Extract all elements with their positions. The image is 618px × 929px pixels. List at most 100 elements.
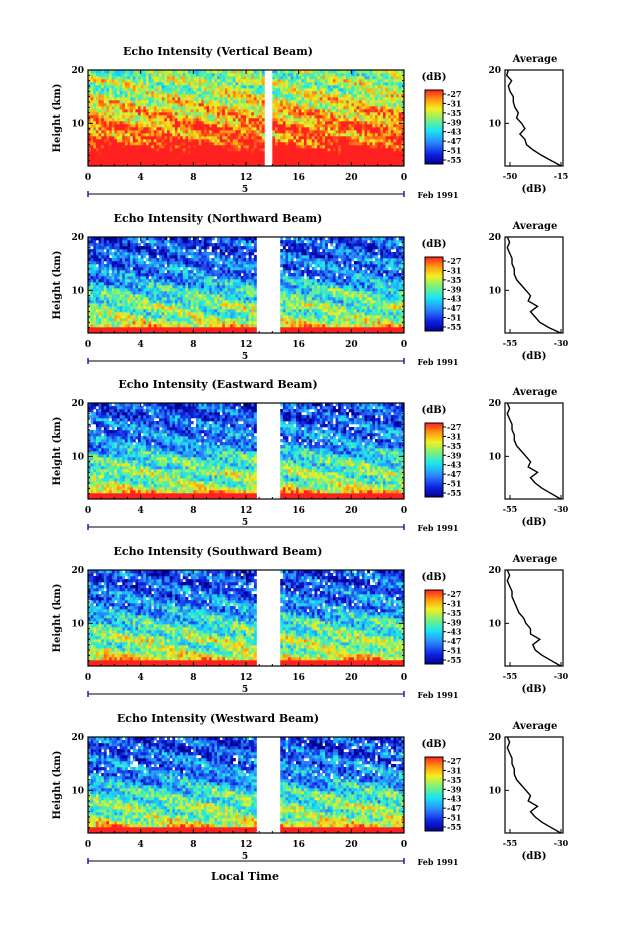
heatmap-cell: [145, 94, 149, 98]
heatmap-cell: [327, 70, 331, 74]
heatmap-cell: [127, 79, 131, 83]
heatmap-cell: [303, 318, 307, 322]
heatmap-cell: [235, 97, 239, 101]
heatmap-cell: [198, 94, 202, 98]
heatmap-cell: [309, 127, 313, 131]
heatmap-cell: [303, 142, 307, 146]
heatmap-cell: [90, 106, 94, 110]
heatmap-cell: [122, 312, 126, 316]
heatmap-cell: [393, 327, 397, 331]
heatmap-cell: [217, 321, 220, 325]
heatmap-cell: [145, 130, 149, 134]
heatmap-cell: [174, 70, 178, 74]
heatmap-cell: [132, 321, 136, 325]
heatmap-cell: [148, 76, 152, 80]
heatmap-cell: [95, 70, 99, 74]
heatmap-cell: [132, 112, 136, 116]
heatmap-cell: [359, 145, 363, 149]
heatmap-cell: [353, 115, 357, 119]
heatmap-cell: [353, 130, 357, 134]
heatmap-cell: [211, 321, 215, 325]
heatmap-cell: [90, 133, 94, 137]
heatmap-cell: [248, 106, 252, 110]
heatmap-cell: [361, 103, 365, 107]
avg-y-tick-label: 10: [488, 119, 501, 129]
heatmap-cell: [361, 124, 365, 128]
heatmap-cell: [401, 82, 405, 86]
heatmap-cell: [227, 145, 231, 149]
heatmap-cell: [130, 133, 134, 137]
heatmap-cell: [282, 82, 286, 86]
heatmap-cell: [259, 160, 263, 164]
heatmap-cell: [122, 109, 126, 113]
heatmap-cell: [303, 130, 307, 134]
heatmap-cell: [203, 106, 207, 110]
heatmap-cell: [156, 124, 160, 128]
heatmap-cell: [272, 127, 276, 131]
heatmap-cell: [243, 70, 247, 74]
heatmap-cell: [101, 124, 105, 128]
date-label: Feb 1991: [418, 190, 459, 200]
heatmap-cell: [330, 100, 334, 104]
heatmap-cell: [143, 312, 147, 316]
heatmap-cell: [161, 327, 165, 331]
heatmap-cell: [172, 97, 176, 101]
heatmap-cell: [114, 160, 118, 164]
heatmap-cell: [393, 94, 397, 98]
heatmap-cell: [235, 303, 239, 307]
heatmap-cell: [390, 324, 394, 328]
heatmap-cell: [293, 306, 297, 310]
heatmap-cell: [214, 112, 218, 116]
heatmap-cell: [106, 103, 110, 107]
heatmap-cell: [259, 109, 263, 113]
heatmap-cell: [240, 118, 244, 122]
heatmap-cell: [174, 327, 178, 331]
heatmap-cell: [138, 115, 141, 119]
heatmap-cell: [159, 76, 163, 80]
heatmap-cell: [124, 324, 128, 328]
heatmap-cell: [322, 100, 326, 104]
heatmap-cell: [272, 82, 276, 86]
heatmap-cell: [232, 121, 236, 125]
heatmap-cell: [375, 151, 378, 155]
heatmap-cell: [343, 109, 347, 113]
heatmap-cell: [106, 315, 110, 319]
heatmap-cell: [382, 327, 386, 331]
heatmap-cell: [188, 324, 191, 328]
heatmap-cell: [190, 106, 194, 110]
heatmap-cell: [190, 139, 194, 143]
heatmap-cell: [301, 91, 305, 95]
heatmap-cell: [238, 76, 242, 80]
heatmap-cell: [309, 163, 313, 167]
heatmap-cell: [390, 91, 394, 95]
heatmap-cell: [346, 88, 349, 92]
heatmap-cell: [114, 151, 118, 155]
heatmap-cell: [106, 160, 110, 164]
heatmap-cell: [398, 94, 402, 98]
heatmap-cell: [230, 79, 234, 83]
heatmap-cell: [98, 88, 102, 92]
heatmap-cell: [377, 324, 381, 328]
heatmap-cell: [253, 163, 257, 167]
heatmap-cell: [116, 112, 120, 116]
heatmap-cell: [214, 136, 218, 140]
heatmap-cell: [388, 127, 392, 131]
heatmap-cell: [390, 127, 394, 131]
heatmap-cell: [356, 118, 360, 122]
heatmap-cell: [359, 312, 363, 316]
heatmap-cell: [235, 136, 239, 140]
heatmap-cell: [340, 73, 344, 77]
heatmap-cell: [298, 121, 302, 125]
heatmap-cell: [227, 136, 231, 140]
heatmap-cell: [327, 127, 331, 131]
heatmap-cell: [101, 154, 105, 158]
heatmap-cell: [256, 94, 260, 98]
heatmap-cell: [293, 303, 297, 307]
heatmap-cell: [322, 124, 326, 128]
heatmap-cell: [224, 127, 228, 131]
heatmap-cell: [327, 321, 331, 325]
heatmap-cell: [119, 163, 123, 167]
heatmap-cell: [256, 160, 260, 164]
heatmap-cell: [93, 124, 97, 128]
heatmap-cell: [185, 70, 189, 74]
